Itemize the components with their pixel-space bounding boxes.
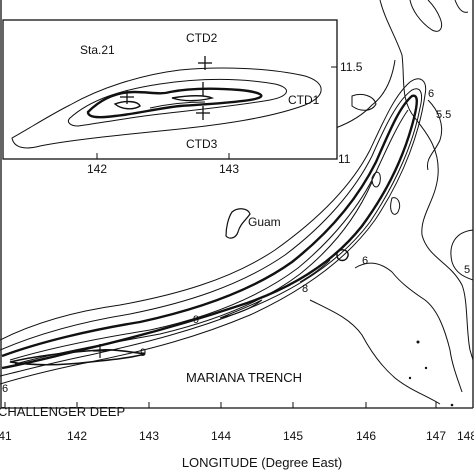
- x-axis-label: LONGITUDE (Degree East): [182, 455, 342, 470]
- x-tick-label: 143: [139, 429, 159, 443]
- inset-panel: Sta.21 CTD2 CTD1 CTD3 142 143 11.5 11: [2, 19, 363, 176]
- x-tick-label: 41: [0, 429, 12, 443]
- place-label-trench: MARIANA TRENCH: [186, 370, 302, 385]
- place-label-deep: CHALLENGER DEEP: [0, 404, 125, 419]
- contour-label: 5: [464, 264, 470, 276]
- contour-label: 9: [140, 347, 146, 359]
- inset-background: [2, 19, 338, 160]
- outer-contours: [309, 0, 474, 405]
- contour-label: 6: [428, 88, 434, 100]
- x-tick-labels: 41 142 143 144 145 146 147 148: [0, 429, 474, 443]
- station-marker-main: [93, 344, 107, 358]
- inset-ctd1-label: CTD1: [288, 93, 320, 107]
- contour-label: 6: [362, 255, 368, 267]
- inset-x-tick-label: 143: [219, 162, 239, 176]
- x-tick-label: 147: [426, 429, 446, 443]
- place-label-guam: Guam: [248, 215, 281, 229]
- inset-x-tick-label: 142: [87, 162, 107, 176]
- inset-station-label: Sta.21: [80, 43, 115, 57]
- trench-contours: [0, 78, 427, 385]
- x-axis-ticks: [4, 402, 474, 408]
- inset-ticks: [96, 66, 337, 160]
- contour-label: 8: [302, 283, 308, 295]
- x-tick-label: 148: [457, 429, 474, 443]
- inset-y-tick-label: 11.5: [340, 60, 363, 74]
- contour-label: 9: [193, 314, 199, 326]
- guam-island: [225, 208, 251, 239]
- inset-y-tick-label: 11: [338, 152, 351, 166]
- inset-ctd2-label: CTD2: [186, 31, 218, 45]
- x-tick-label: 146: [356, 429, 376, 443]
- inset-contours: [11, 67, 322, 149]
- contour-value-labels: 6 5.5 6 8 9 9 6 5: [2, 88, 470, 395]
- inset-station-markers: [120, 56, 212, 120]
- contour-label: 5.5: [436, 109, 451, 121]
- seafloor-spots: [408, 340, 454, 407]
- inset-ctd3-label: CTD3: [186, 137, 218, 151]
- contour-label: 6: [2, 383, 8, 395]
- x-tick-label: 144: [211, 429, 231, 443]
- x-tick-label: 142: [67, 429, 87, 443]
- x-tick-label: 145: [283, 429, 303, 443]
